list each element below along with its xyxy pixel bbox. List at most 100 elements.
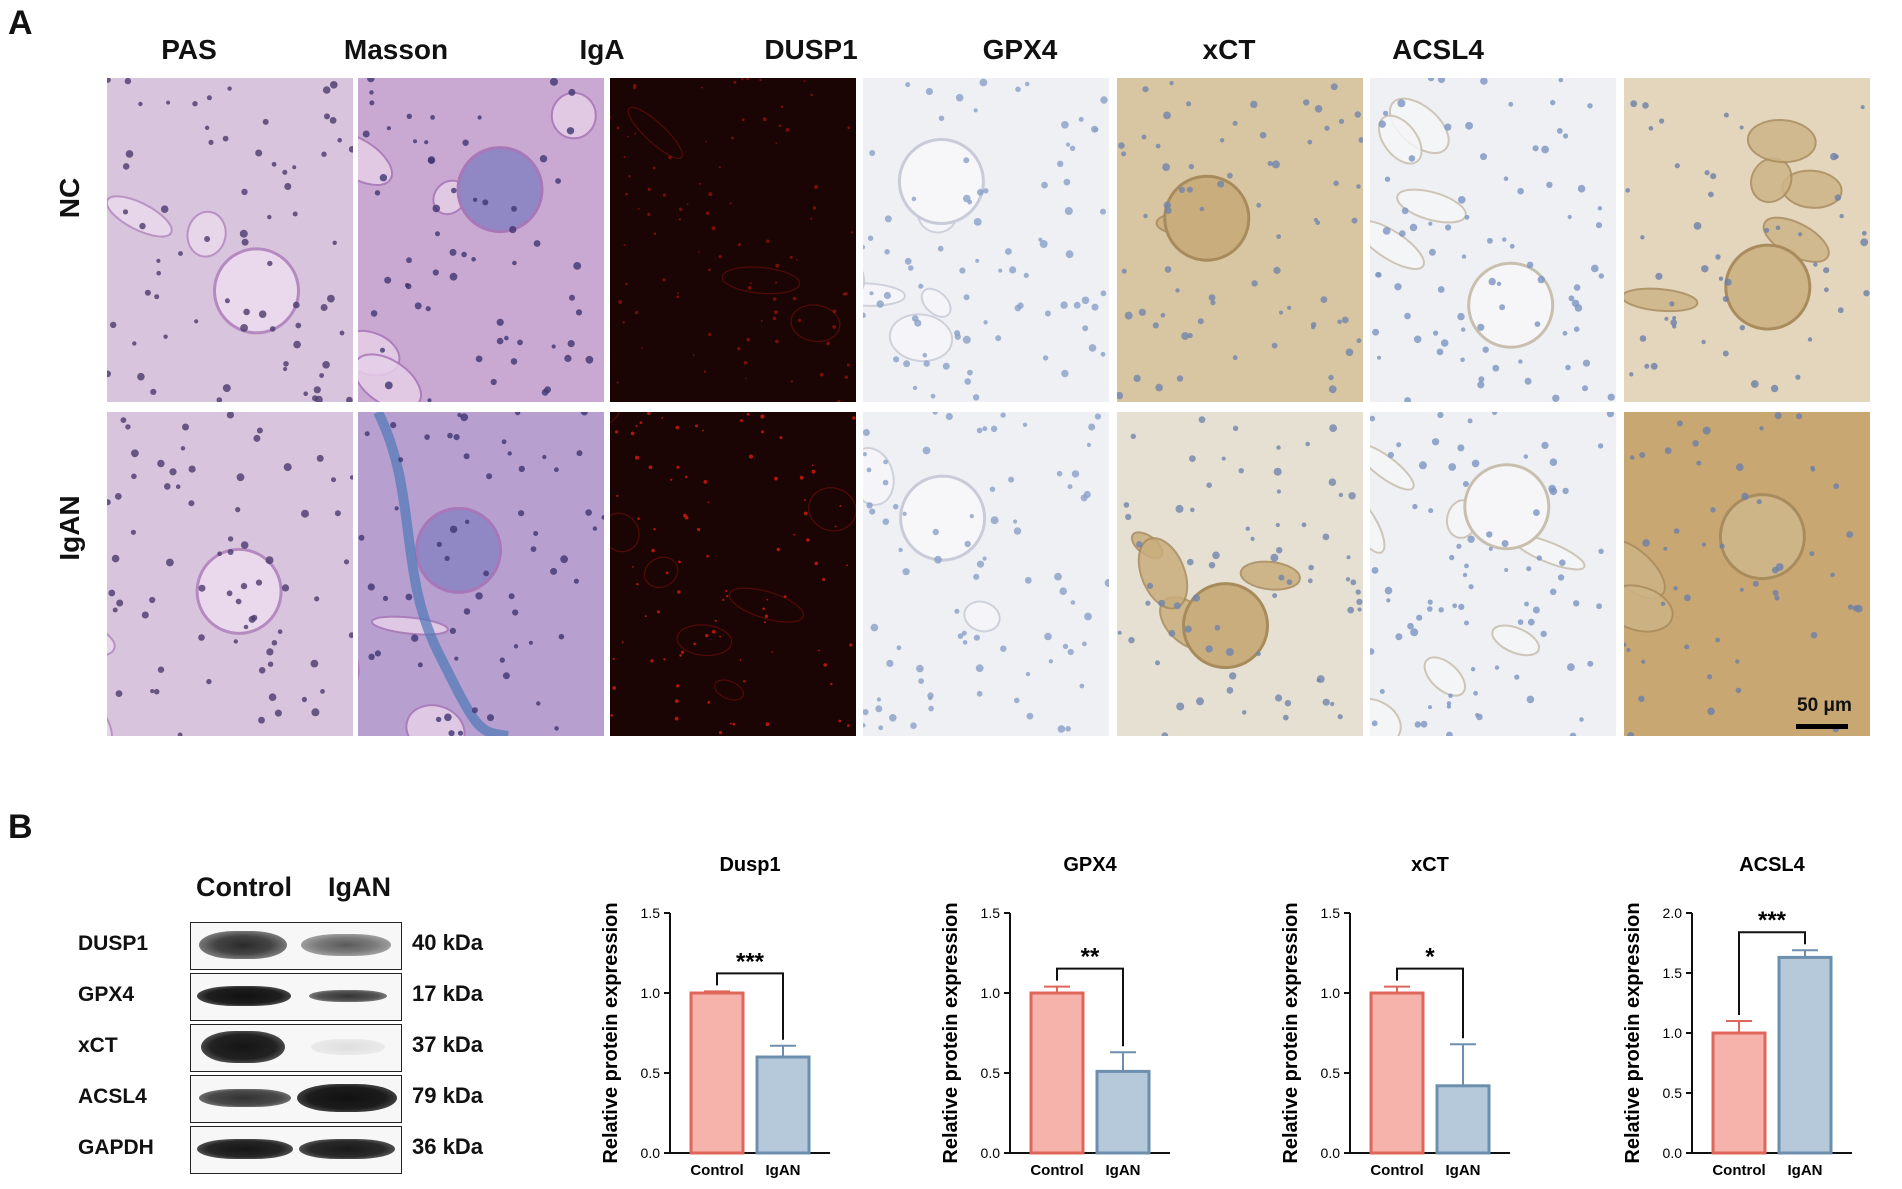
band-dusp1-control [199, 931, 287, 959]
micrograph-acsl4-igan [1624, 412, 1870, 736]
blot-label-xct: xCT [78, 1034, 118, 1057]
chart-gpx4-title: GPX4 [1063, 854, 1117, 876]
micrograph-iga-igan [610, 412, 856, 736]
blot-size-acsl4: 79 kDa [412, 1083, 483, 1108]
blot-lane-igan: IgAN [328, 872, 391, 902]
chart-dusp1-significance-bracket [716, 972, 784, 1040]
band-acsl4-control [199, 1089, 291, 1107]
chart-gpx4-significance-bracket [1056, 967, 1124, 1047]
micrograph-pas-igan [107, 412, 353, 736]
micrograph-masson-igan [358, 412, 604, 736]
blot-strip-dusp1 [190, 922, 402, 970]
chart-acsl4-xtick-label: IgAN [1788, 1162, 1823, 1179]
band-gpx4-igan [309, 990, 387, 1002]
blot-size-dusp1: 40 kDa [412, 930, 483, 955]
chart-xct-bar-control [1369, 991, 1425, 1155]
chart-acsl4-title: ACSL4 [1739, 854, 1805, 876]
chart-acsl4-xtick-label: Control [1712, 1162, 1765, 1179]
chart-xct-significance-bracket [1396, 967, 1464, 1039]
chart-gpx4-ytick-label: 0.0 [981, 1145, 1001, 1161]
blot-label-acsl4: ACSL4 [78, 1085, 147, 1108]
column-title-acsl4: ACSL4 [1392, 34, 1484, 65]
blot-size-xct: 37 kDa [412, 1032, 483, 1057]
chart-acsl4-ylabel: Relative protein expression [1622, 902, 1644, 1163]
micrograph-dusp1-nc [863, 78, 1109, 402]
bar-chart-acsl4: ACSL4 Relative protein expression 0.0 0.5 1.… [1622, 854, 1852, 1179]
band-xct-igan [311, 1039, 385, 1055]
chart-gpx4-ytick-label: 1.5 [981, 905, 1001, 921]
chart-xct-ytick-label: 1.5 [1321, 905, 1341, 921]
row-label-igan: IgAN [54, 495, 85, 561]
chart-gpx4-ytick-label: 0.5 [981, 1065, 1001, 1081]
chart-dusp1-ytick-label: 1.0 [641, 985, 661, 1001]
chart-dusp1-bar-control [689, 991, 745, 1155]
panel-a-letter: A [8, 4, 33, 42]
band-gapdh-control [197, 1139, 293, 1159]
chart-xct-ytick-label: 0.0 [1321, 1145, 1341, 1161]
chart-acsl4-ytick-label: 0.5 [1663, 1085, 1683, 1101]
chart-dusp1-ytick-label: 0.5 [641, 1065, 661, 1081]
blot-strip-xct [190, 1024, 402, 1072]
band-gpx4-control [197, 986, 291, 1006]
chart-acsl4-significance-bracket [1738, 931, 1806, 1015]
blot-strip-acsl4 [190, 1075, 402, 1123]
chart-dusp1-xtick-label: Control [690, 1162, 743, 1179]
blot-strip-gpx4 [190, 973, 402, 1021]
chart-gpx4-xtick-label: IgAN [1106, 1162, 1141, 1179]
band-gapdh-igan [299, 1139, 395, 1159]
blot-label-gapdh: GAPDH [78, 1136, 154, 1159]
chart-gpx4-bar-control [1029, 991, 1085, 1155]
chart-acsl4-bar-igan [1777, 955, 1833, 1155]
band-xct-control [201, 1031, 285, 1063]
bar-chart-gpx4: GPX4 Relative protein expression 0.0 0.5 1.0… [940, 854, 1170, 1179]
chart-xct-xtick-label: IgAN [1446, 1162, 1481, 1179]
micrograph-pas-nc [107, 78, 353, 402]
chart-acsl4-ytick-label: 0.0 [1663, 1145, 1683, 1161]
chart-dusp1-ylabel: Relative protein expression [600, 902, 622, 1163]
bar-chart-xct: xCT Relative protein expression 0.0 0.5 1.0 1… [1280, 854, 1510, 1179]
chart-dusp1-title: Dusp1 [719, 854, 780, 876]
chart-gpx4-significance-label: ** [1081, 944, 1100, 971]
chart-xct-ytick-label: 1.0 [1321, 985, 1341, 1001]
blot-label-dusp1: DUSP1 [78, 932, 149, 955]
chart-gpx4-bar-igan [1095, 1069, 1151, 1155]
chart-gpx4-ylabel: Relative protein expression [940, 902, 962, 1163]
chart-dusp1-ytick-label: 0.0 [641, 1145, 661, 1161]
micrograph-xct-igan [1370, 412, 1616, 736]
blot-label-gpx4: GPX4 [78, 983, 135, 1006]
micrograph-acsl4-nc [1624, 78, 1870, 402]
scale-bar [1796, 724, 1848, 729]
column-title-gpx4: GPX4 [982, 34, 1058, 65]
column-title-masson: Masson [343, 34, 449, 65]
micrograph-dusp1-igan [863, 412, 1109, 736]
chart-xct-xtick-label: Control [1370, 1162, 1423, 1179]
blot-lane-control: Control [196, 872, 292, 902]
micrograph-gpx4-nc [1117, 78, 1363, 402]
chart-gpx4-xtick-label: Control [1030, 1162, 1083, 1179]
chart-acsl4-ytick-label: 1.5 [1663, 965, 1683, 981]
blot-size-gpx4: 17 kDa [412, 981, 483, 1006]
panel-b-letter: B [8, 808, 33, 846]
row-label-nc: NC [54, 177, 85, 219]
column-title-dusp1: DUSP1 [764, 34, 858, 65]
micrograph-iga-nc [610, 78, 856, 402]
band-dusp1-igan [301, 934, 391, 956]
blot-strip-gapdh [190, 1126, 402, 1174]
chart-acsl4-ytick-label: 2.0 [1663, 905, 1683, 921]
chart-dusp1-ytick-label: 1.5 [641, 905, 661, 921]
chart-dusp1-xtick-label: IgAN [766, 1162, 801, 1179]
chart-xct-bar-igan [1435, 1084, 1491, 1155]
column-title-pas: PAS [161, 34, 217, 65]
chart-gpx4-ytick-label: 1.0 [981, 985, 1001, 1001]
band-acsl4-igan [297, 1084, 397, 1112]
micrograph-masson-nc [358, 78, 604, 402]
chart-xct-ytick-label: 0.5 [1321, 1065, 1341, 1081]
blot-size-gapdh: 36 kDa [412, 1134, 483, 1159]
chart-dusp1-bar-igan [755, 1055, 811, 1155]
chart-acsl4-significance-label: *** [1758, 907, 1787, 934]
column-title-xct: xCT [1202, 34, 1256, 65]
chart-xct-ylabel: Relative protein expression [1280, 902, 1302, 1163]
micrograph-gpx4-igan [1117, 412, 1363, 736]
column-title-iga: IgA [579, 34, 625, 65]
micrograph-xct-nc [1370, 78, 1616, 402]
